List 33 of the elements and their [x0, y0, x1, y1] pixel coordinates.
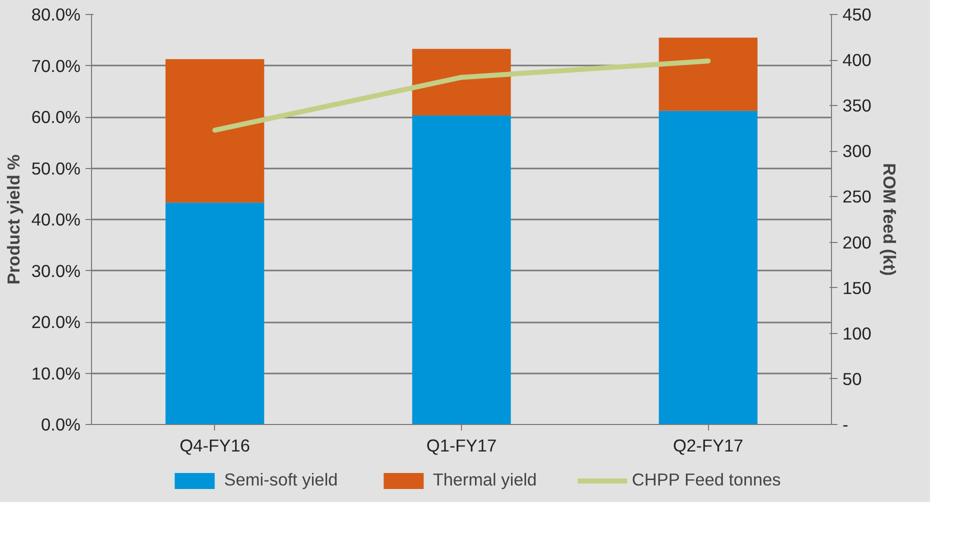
y2-tick-label: 400: [842, 50, 872, 70]
bar: [412, 48, 511, 116]
y-tick-label: 70.0%: [31, 56, 81, 76]
bar: [658, 110, 758, 424]
y-tick-label: 50.0%: [31, 158, 81, 178]
y-axis-title: Product yield %: [3, 154, 24, 284]
y-tick-label: 30.0%: [31, 260, 81, 281]
legend-label: CHPP Feed tonnes: [632, 470, 781, 490]
y2-tick-label: 350: [842, 96, 872, 116]
y-tick-label: 40.0%: [31, 210, 81, 230]
y2-tick-label: 150: [842, 278, 872, 298]
y-tick-label: 0.0%: [41, 414, 81, 434]
y2-tick-label: -: [842, 414, 848, 434]
y2-tick-label: 50: [842, 368, 862, 389]
y2-axis-title: ROM feed (kt): [879, 163, 900, 276]
y2-tick-label: 250: [842, 186, 872, 207]
bar: [166, 59, 264, 203]
legend-label: Thermal yield: [432, 470, 537, 490]
x-tick-label: Q1-FY17: [426, 436, 497, 456]
bar: [166, 202, 264, 424]
y2-tick-label: 450: [842, 4, 872, 24]
y-tick-label: 80.0%: [31, 4, 81, 24]
y2-tick-label: 100: [842, 323, 872, 344]
y-tick-label: 20.0%: [31, 312, 81, 332]
y-tick-label: 10.0%: [31, 363, 81, 384]
bar: [412, 115, 511, 424]
x-tick-label: Q2-FY17: [673, 436, 744, 456]
bar: [658, 38, 758, 111]
y2-tick-label: 300: [842, 141, 872, 162]
x-tick-label: Q4-FY16: [180, 436, 250, 456]
y-tick-label: 60.0%: [31, 107, 81, 127]
legend-label: Semi-soft yield: [224, 470, 338, 490]
y2-tick-label: 200: [842, 232, 872, 252]
